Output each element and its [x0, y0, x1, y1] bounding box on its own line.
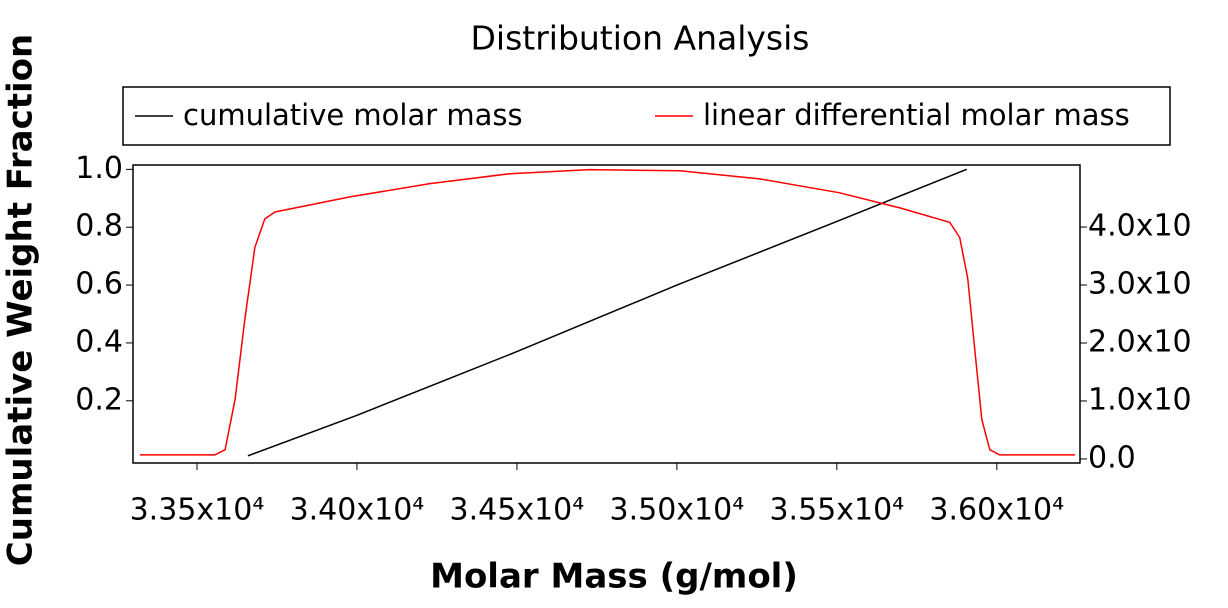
y-tick-label: 0.8	[75, 209, 123, 244]
x-axis-label: Molar Mass (g/mol)	[430, 557, 798, 597]
x-tick-label: 3.40x10⁴	[290, 493, 425, 528]
x-tick-label: 3.35x10⁴	[130, 493, 265, 528]
legend-label: cumulative molar mass	[183, 98, 523, 132]
x-tick-label: 3.55x10⁴	[769, 493, 904, 528]
y-tick-label: 0.6	[75, 267, 123, 302]
series-line	[247, 168, 967, 457]
legend-label: linear differential molar mass	[703, 98, 1130, 132]
plot-area	[132, 164, 1081, 464]
y-tick-label: 1.0	[75, 151, 123, 186]
y2-tick-label: 2.0x10	[1088, 324, 1192, 359]
x-tick-label: 3.45x10⁴	[450, 493, 585, 528]
legend	[122, 86, 1171, 146]
x-tick-label: 3.50x10⁴	[610, 493, 745, 528]
y-axis-label: Cumulative Weight Fraction	[1, 34, 41, 566]
y2-tick-label: 4.0x10	[1088, 209, 1192, 244]
y-tick-label: 0.4	[75, 324, 123, 359]
series-line	[140, 168, 1075, 456]
y2-tick-label: 0.0	[1088, 440, 1136, 475]
x-tick-label: 3.60x10⁴	[929, 493, 1064, 528]
chart-title: Distribution Analysis	[471, 19, 810, 58]
y2-tick-label: 3.0x10	[1088, 267, 1192, 302]
y-tick-label: 0.2	[75, 382, 123, 417]
y2-tick-label: 1.0x10	[1088, 382, 1192, 417]
